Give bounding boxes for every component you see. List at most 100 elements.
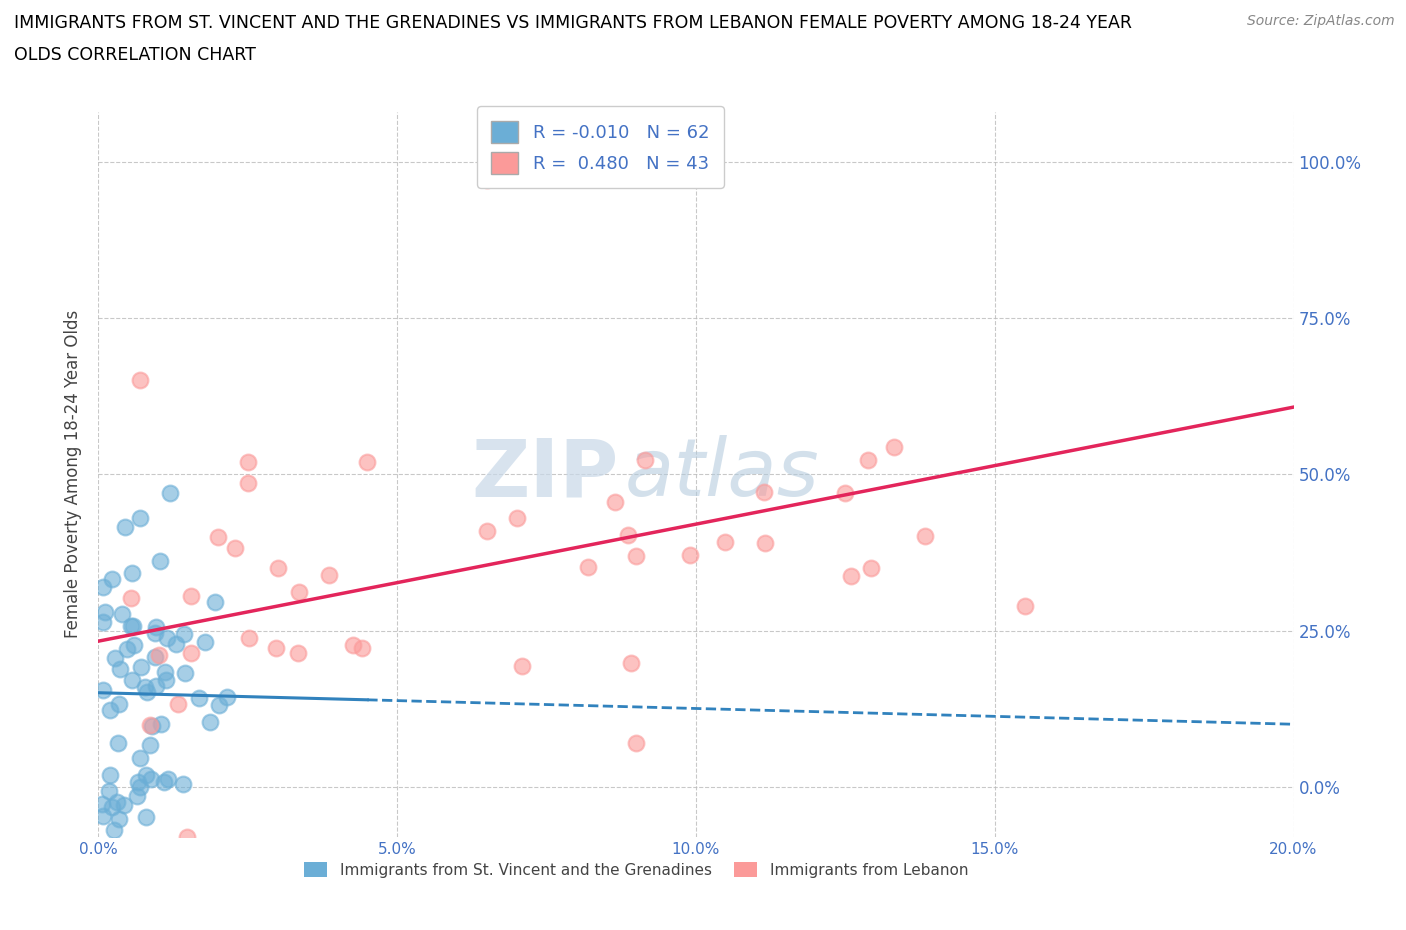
- Point: [136, 684, 159, 699]
- Point: [105, 795, 128, 810]
- Point: [194, 635, 217, 650]
- Point: [856, 452, 879, 467]
- Point: [125, 789, 148, 804]
- Point: [91, 797, 114, 812]
- Point: [1014, 598, 1036, 613]
- Point: [350, 640, 373, 655]
- Point: [166, 697, 188, 711]
- Point: [754, 485, 776, 499]
- Point: [91, 682, 114, 697]
- Point: [155, 631, 177, 645]
- Point: [101, 572, 124, 587]
- Point: [173, 627, 195, 642]
- Point: [149, 553, 172, 568]
- Point: [145, 679, 167, 694]
- Point: [159, 485, 181, 500]
- Point: [165, 636, 187, 651]
- Point: [318, 567, 340, 582]
- Text: Source: ZipAtlas.com: Source: ZipAtlas.com: [1247, 14, 1395, 28]
- Point: [172, 777, 194, 791]
- Point: [120, 618, 142, 633]
- Text: ZIP: ZIP: [471, 435, 619, 513]
- Point: [135, 810, 157, 825]
- Point: [134, 680, 156, 695]
- Point: [153, 775, 176, 790]
- Point: [124, 637, 146, 652]
- Point: [180, 589, 202, 604]
- Point: [679, 548, 702, 563]
- Point: [98, 783, 121, 798]
- Point: [859, 561, 882, 576]
- Point: [145, 619, 167, 634]
- Point: [98, 703, 121, 718]
- Point: [112, 798, 135, 813]
- Point: [129, 373, 152, 388]
- Point: [93, 809, 115, 824]
- Point: [626, 548, 648, 563]
- Point: [129, 511, 152, 525]
- Point: [883, 439, 905, 454]
- Point: [121, 618, 143, 633]
- Point: [148, 647, 170, 662]
- Point: [287, 645, 309, 660]
- Point: [129, 780, 152, 795]
- Point: [187, 690, 209, 705]
- Point: [91, 579, 114, 594]
- Point: [839, 568, 862, 583]
- Y-axis label: Female Poverty Among 18-24 Year Olds: Female Poverty Among 18-24 Year Olds: [65, 311, 83, 638]
- Point: [180, 645, 202, 660]
- Point: [107, 736, 129, 751]
- Point: [101, 800, 124, 815]
- Point: [131, 659, 153, 674]
- Point: [207, 529, 229, 544]
- Point: [149, 716, 172, 731]
- Point: [108, 661, 131, 676]
- Point: [111, 606, 134, 621]
- Point: [120, 591, 142, 605]
- Point: [475, 524, 498, 538]
- Text: IMMIGRANTS FROM ST. VINCENT AND THE GRENADINES VS IMMIGRANTS FROM LEBANON FEMALE: IMMIGRANTS FROM ST. VINCENT AND THE GREN…: [14, 14, 1132, 32]
- Point: [94, 604, 117, 619]
- Point: [121, 673, 143, 688]
- Point: [127, 774, 149, 789]
- Point: [603, 495, 626, 510]
- Point: [104, 651, 127, 666]
- Text: atlas: atlas: [624, 435, 820, 513]
- Point: [238, 631, 260, 645]
- Point: [619, 656, 641, 671]
- Point: [236, 476, 259, 491]
- Point: [128, 751, 150, 765]
- Point: [143, 625, 166, 640]
- Point: [173, 666, 195, 681]
- Point: [626, 736, 648, 751]
- Point: [155, 664, 177, 679]
- Point: [506, 511, 529, 525]
- Point: [176, 830, 198, 844]
- Point: [236, 455, 259, 470]
- Point: [714, 534, 737, 549]
- Point: [135, 767, 157, 782]
- Point: [215, 689, 238, 704]
- Point: [914, 528, 936, 543]
- Point: [156, 771, 179, 786]
- Point: [143, 649, 166, 664]
- Point: [208, 698, 231, 712]
- Point: [834, 485, 856, 500]
- Point: [267, 561, 290, 576]
- Point: [264, 640, 287, 655]
- Point: [342, 637, 364, 652]
- Point: [288, 584, 311, 599]
- Point: [198, 715, 221, 730]
- Point: [576, 560, 599, 575]
- Point: [510, 659, 533, 674]
- Point: [103, 823, 125, 838]
- Point: [754, 536, 776, 551]
- Point: [616, 527, 638, 542]
- Point: [475, 173, 498, 188]
- Point: [121, 565, 143, 580]
- Point: [204, 594, 226, 609]
- Point: [114, 519, 136, 534]
- Point: [141, 719, 163, 734]
- Point: [139, 772, 162, 787]
- Legend: Immigrants from St. Vincent and the Grenadines, Immigrants from Lebanon: Immigrants from St. Vincent and the Gren…: [298, 856, 974, 884]
